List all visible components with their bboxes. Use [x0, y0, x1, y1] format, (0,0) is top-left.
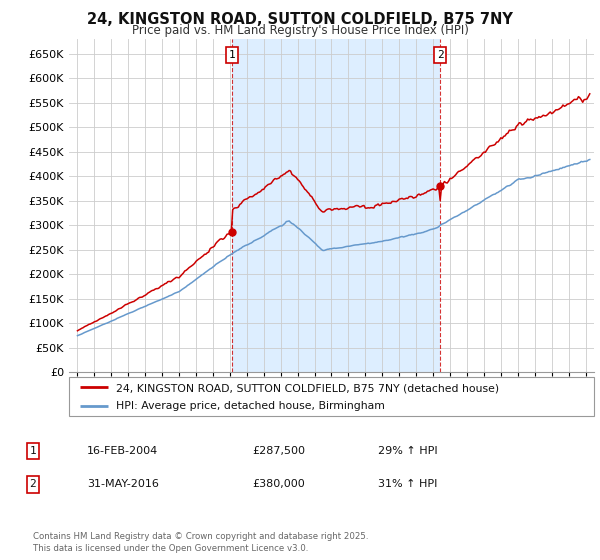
Text: 31-MAY-2016: 31-MAY-2016 — [87, 479, 159, 489]
Text: 2: 2 — [29, 479, 37, 489]
Text: £380,000: £380,000 — [252, 479, 305, 489]
Text: 1: 1 — [29, 446, 37, 456]
Text: 16-FEB-2004: 16-FEB-2004 — [87, 446, 158, 456]
Text: 24, KINGSTON ROAD, SUTTON COLDFIELD, B75 7NY (detached house): 24, KINGSTON ROAD, SUTTON COLDFIELD, B75… — [116, 383, 499, 393]
Text: Contains HM Land Registry data © Crown copyright and database right 2025.
This d: Contains HM Land Registry data © Crown c… — [33, 533, 368, 553]
Text: Price paid vs. HM Land Registry's House Price Index (HPI): Price paid vs. HM Land Registry's House … — [131, 24, 469, 36]
Text: HPI: Average price, detached house, Birmingham: HPI: Average price, detached house, Birm… — [116, 402, 385, 412]
FancyBboxPatch shape — [69, 377, 594, 416]
Text: 29% ↑ HPI: 29% ↑ HPI — [378, 446, 437, 456]
Text: 24, KINGSTON ROAD, SUTTON COLDFIELD, B75 7NY: 24, KINGSTON ROAD, SUTTON COLDFIELD, B75… — [87, 12, 513, 27]
Text: 31% ↑ HPI: 31% ↑ HPI — [378, 479, 437, 489]
Bar — [232, 39, 440, 372]
Text: £287,500: £287,500 — [252, 446, 305, 456]
Text: 2: 2 — [437, 50, 443, 60]
Text: 1: 1 — [229, 50, 235, 60]
